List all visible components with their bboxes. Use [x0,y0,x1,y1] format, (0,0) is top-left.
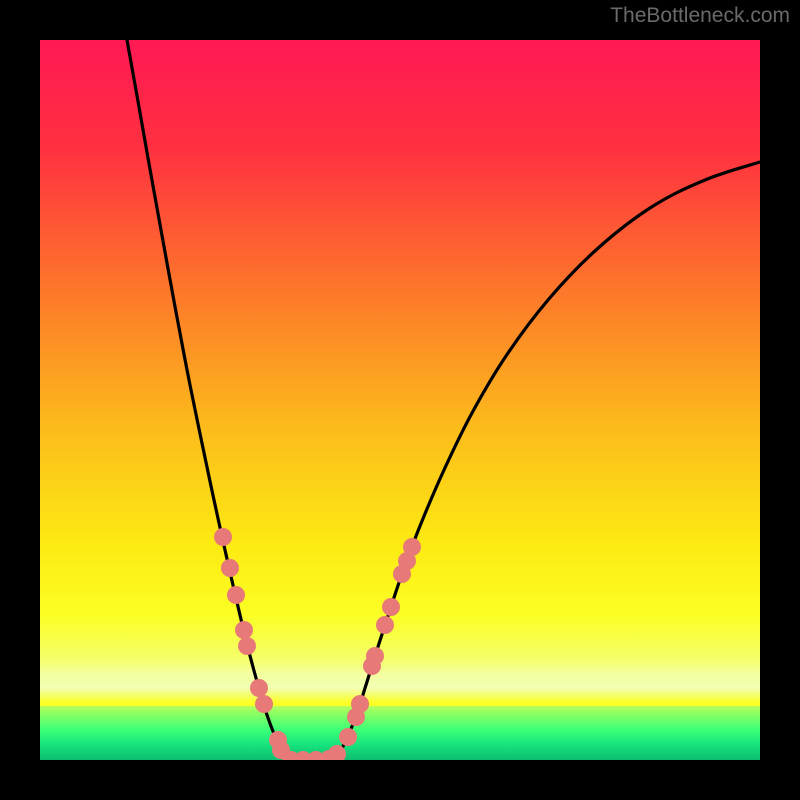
data-dot [366,647,384,665]
plot-area [40,40,760,760]
data-dot [382,598,400,616]
data-dot [227,586,245,604]
data-dot [238,637,256,655]
data-dot [351,695,369,713]
data-dot [250,679,268,697]
right-curve [318,162,760,760]
data-dot [403,538,421,556]
chart-canvas: TheBottleneck.com [0,0,800,800]
data-dot [339,728,357,746]
data-dot [235,621,253,639]
curve-svg [40,40,760,760]
data-dot [221,559,239,577]
data-dot [214,528,232,546]
data-dot [255,695,273,713]
data-dot [376,616,394,634]
watermark-text: TheBottleneck.com [610,4,790,28]
left-curve [127,40,318,760]
